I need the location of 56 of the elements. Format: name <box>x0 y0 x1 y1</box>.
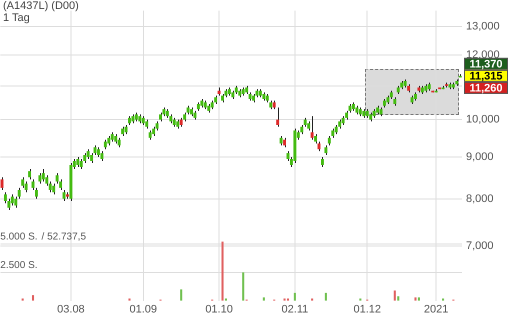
x-tick-label: 01.10 <box>205 303 233 316</box>
candlestick <box>42 168 45 182</box>
candlestick <box>38 172 42 184</box>
candlestick <box>121 126 124 136</box>
candlestick <box>276 106 280 128</box>
candlestick <box>0 176 4 191</box>
x-tick-label: 01.09 <box>130 303 158 316</box>
candlestick <box>90 152 94 164</box>
candlestick <box>4 192 7 204</box>
candlestick <box>331 128 334 138</box>
candlestick <box>104 139 107 150</box>
candlestick <box>307 120 310 131</box>
text: 11,260 <box>469 82 503 94</box>
candlestick <box>100 150 104 162</box>
y-tick-label: 10,000 <box>466 114 500 126</box>
candlestick <box>283 137 286 148</box>
y-tick-label: 9,000 <box>466 151 494 164</box>
candlestick <box>86 148 90 160</box>
candlestick <box>318 141 320 152</box>
candlestick <box>124 124 128 135</box>
y-tick-label: 8,000 <box>466 192 494 205</box>
candlestick <box>148 130 152 140</box>
y-tick-label: 7,000 <box>466 240 494 252</box>
y2-tick-label: 2.500 S. <box>0 260 38 272</box>
candlestick <box>34 187 38 200</box>
candlestick <box>56 172 59 184</box>
x-tick-label: 02.11 <box>282 303 308 316</box>
candlestick <box>28 168 32 180</box>
candlestick <box>324 144 328 156</box>
candlestick <box>21 176 24 188</box>
candlestick <box>114 134 118 144</box>
chart-title: (A1437L) (D00) <box>3 0 79 12</box>
candlestick <box>280 135 283 146</box>
candlestick <box>62 190 66 202</box>
candlestick <box>152 126 156 136</box>
text: 11,370 <box>469 58 503 70</box>
x-tick-label: 2021 <box>424 303 448 316</box>
text: 11,315 <box>469 70 503 82</box>
candlestick <box>24 180 28 193</box>
candlestick <box>107 135 110 146</box>
x-tick-label: 03.08 <box>57 303 85 316</box>
y2-tick-label: 5.000 S. <box>0 232 38 243</box>
candlestick <box>94 144 96 156</box>
candlestick <box>118 137 121 148</box>
candlestick <box>10 194 14 206</box>
candlestick <box>32 178 34 191</box>
candlestick <box>310 116 314 140</box>
candlestick <box>52 183 56 195</box>
x-tick-label: 01.12 <box>353 303 382 316</box>
candlestick <box>76 156 80 168</box>
candlestick <box>320 156 324 168</box>
candlestick <box>328 135 331 146</box>
chart-subtitle: 1 Tag <box>3 12 31 24</box>
annotation: / 52.737,5 <box>42 232 86 243</box>
y-tick-label: 13,000 <box>466 20 500 33</box>
candlestick <box>97 146 100 158</box>
